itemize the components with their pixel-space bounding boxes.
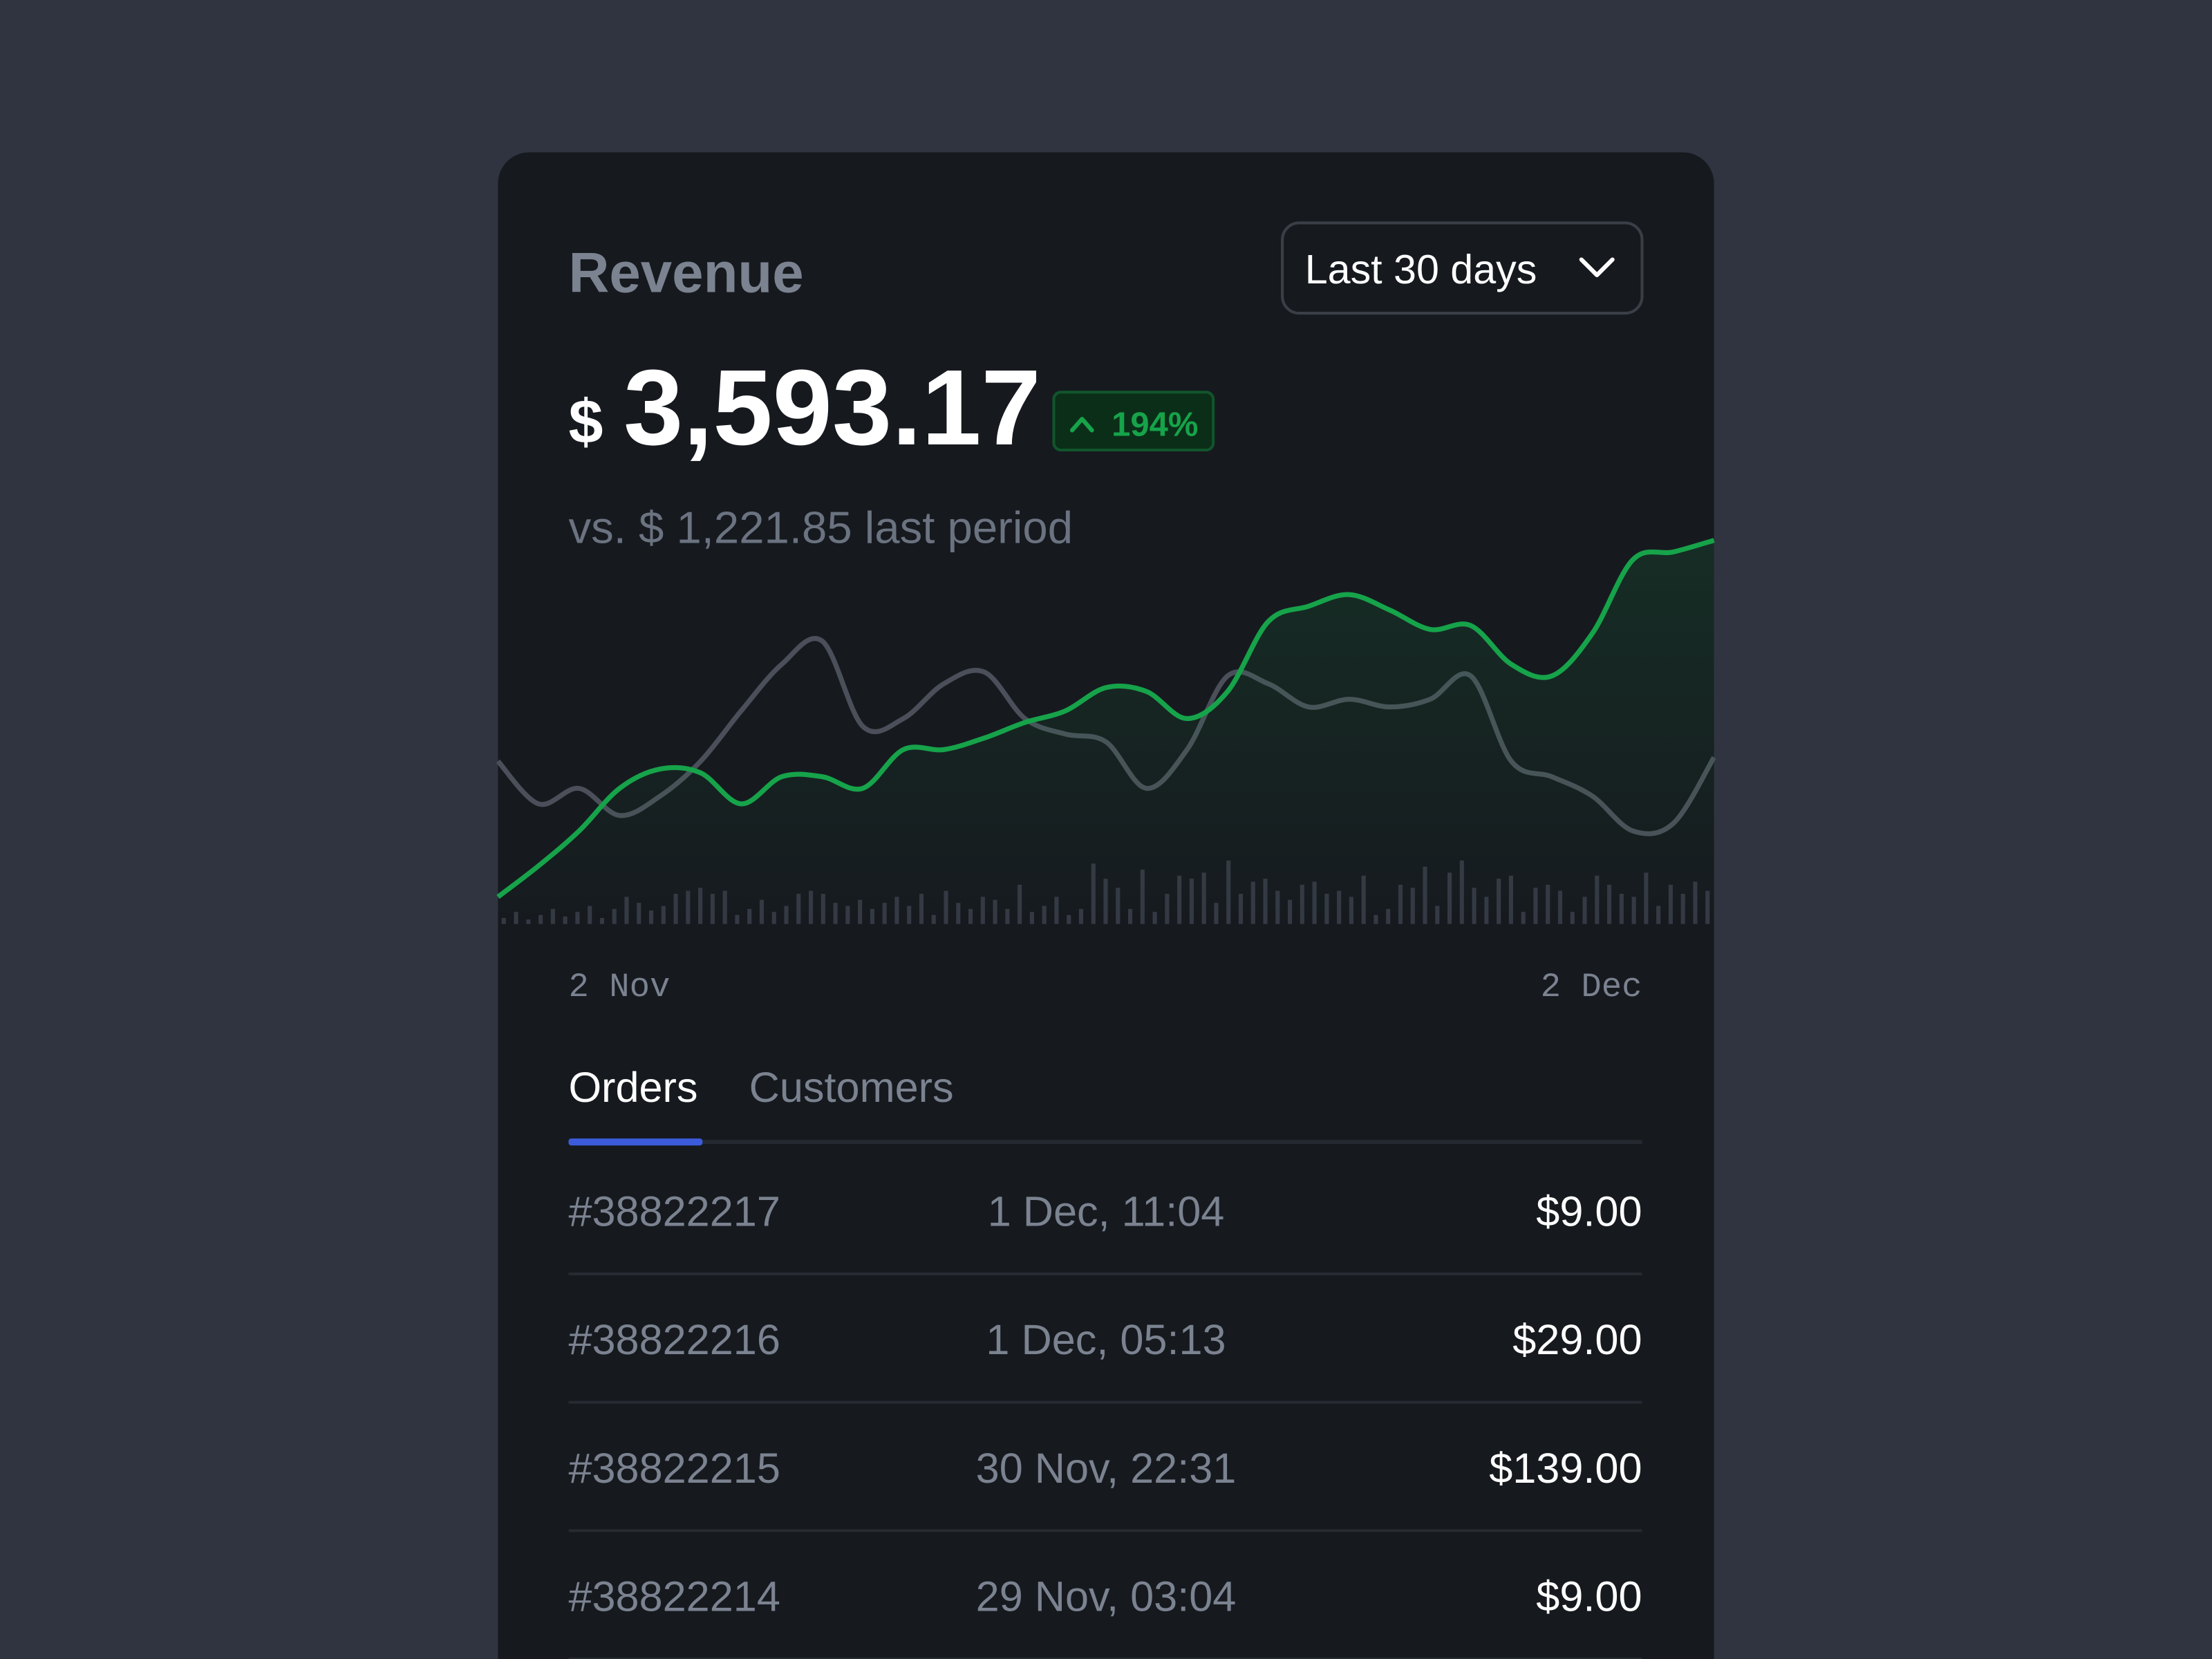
order-id: #38822214 [568,1573,780,1620]
order-amount: $9.00 [1536,1573,1642,1620]
order-amount: $29.00 [1512,1316,1642,1363]
area [498,540,1714,924]
order-amount: $139.00 [1489,1445,1642,1492]
chevron[interactable] [1579,257,1615,278]
up-arrow [1069,417,1094,433]
tab[interactable]: Orders [568,1064,697,1111]
row-divider [568,1657,1642,1659]
chart [496,538,1716,924]
orders-table: #38822217 1 Dec, 11:04 $9.00 #38822216 1 Dec… [568,1188,1642,1659]
currency: $ [568,388,603,457]
order-amount: $9.00 [1536,1188,1642,1235]
tab[interactable]: Customers [749,1064,954,1111]
tab-track [568,1139,1642,1145]
x-tick-label: 2 Nov [568,968,670,1006]
row-divider [568,1400,1642,1404]
order-date: 30 Nov, 22:31 [976,1445,1237,1492]
order-date: 29 Nov, 03:04 [976,1573,1237,1620]
x-tick-label: 2 Dec [1541,968,1642,1006]
change: 194% [1112,406,1198,444]
card-title: Revenue [568,241,803,304]
dropdown-label[interactable]: Last 30 days [1305,246,1537,292]
comparison: vs. $ 1,221.85 last period [568,503,1073,553]
row-divider [568,1529,1642,1533]
order-id: #38822216 [568,1316,780,1363]
row-divider [568,1272,1642,1275]
period-dropdown[interactable]: Last 30 days [1281,221,1644,315]
amount: 3,593.17 [624,348,1041,467]
order-id: #38822217 [568,1188,780,1235]
change-badge [1052,391,1215,452]
order-id: #38822215 [568,1445,780,1492]
tab-indicator [568,1138,703,1146]
dropdown-box[interactable] [1281,221,1644,315]
order-date: 1 Dec, 11:04 [988,1188,1225,1235]
line [496,538,1715,899]
order-date: 1 Dec, 05:13 [986,1316,1226,1363]
